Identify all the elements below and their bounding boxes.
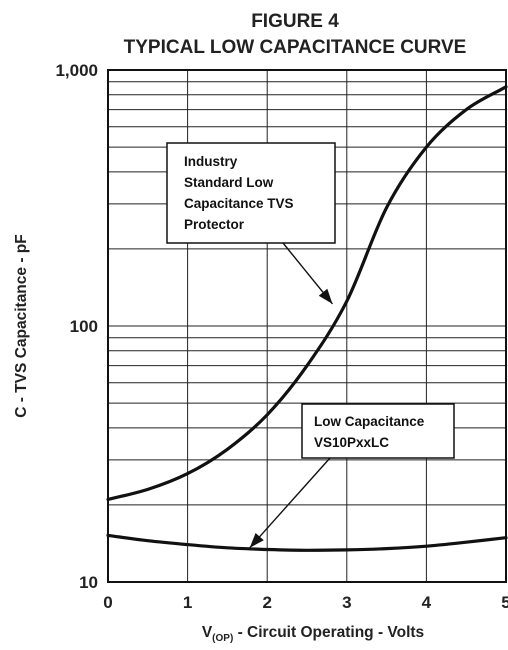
x-axis-label-symbol: V — [202, 624, 213, 641]
annotation-text: Industry — [184, 154, 238, 169]
y-tick-label: 10 — [79, 573, 98, 592]
annotations: Industry Standard Low Capacitance TVS Prote… — [166, 142, 455, 549]
y-axis-label: C - TVS Capacitance - pF — [13, 234, 30, 417]
annotation-arrow — [249, 457, 331, 549]
x-tick-label: 3 — [342, 593, 351, 612]
chart-title: FIGURE 4 — [251, 11, 339, 32]
y-tick-label: 1,000 — [55, 61, 98, 80]
annotation-industry-note: Industry Standard Low Capacitance TVS Prote… — [166, 142, 336, 305]
arrowhead — [318, 288, 333, 304]
annotation-text: Low Capacitance — [314, 414, 425, 429]
annotation-text: Standard Low — [184, 175, 274, 190]
arrowhead — [249, 532, 264, 548]
series-lines — [106, 85, 508, 552]
x-axis-label: V(OP) - Circuit Operating - Volts — [202, 624, 424, 644]
annotation-box — [166, 142, 336, 244]
plot-frame — [107, 69, 507, 583]
annotation-text: Protector — [184, 217, 245, 232]
annotation-box — [301, 403, 455, 459]
x-tick-label: 5 — [501, 593, 508, 612]
chart-subtitle: TYPICAL LOW CAPACITANCE CURVE — [124, 37, 467, 58]
annotation-text: VS10PxxLC — [314, 435, 389, 450]
x-tick-label: 1 — [183, 593, 192, 612]
annotation-text: Capacitance TVS — [184, 196, 294, 211]
x-axis-label-rest: - Circuit Operating - Volts — [233, 624, 424, 641]
series-line-industry — [106, 85, 508, 502]
x-tick-label: 0 — [103, 593, 112, 612]
x-tick-label: 4 — [422, 593, 432, 612]
x-tick-label: 2 — [262, 593, 271, 612]
annotation-low-note: Low Capacitance VS10PxxLC — [249, 403, 455, 549]
x-axis-label-subscript: (OP) — [212, 633, 233, 644]
y-tick-label: 100 — [70, 317, 98, 336]
tick-labels: 0 1 2 3 4 5 10 100 1,000 — [55, 61, 508, 612]
series-line-low — [106, 533, 508, 552]
